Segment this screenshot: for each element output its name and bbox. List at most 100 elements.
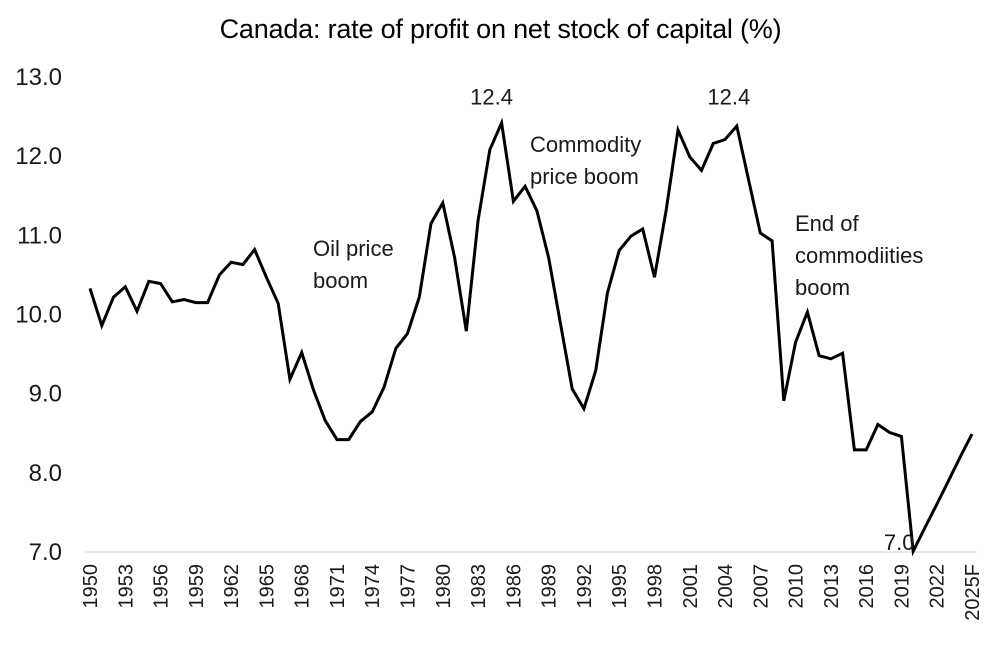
- data-point-1964: [253, 248, 255, 250]
- x-tick-label: 1995: [609, 564, 631, 609]
- data-point-2019: [900, 435, 902, 437]
- data-point-1983: [477, 219, 479, 221]
- x-tick-label: 1959: [186, 564, 208, 609]
- x-tick-label: 2025F: [962, 564, 984, 621]
- data-point-1957: [171, 301, 173, 303]
- data-point-1990: [559, 322, 561, 324]
- x-tick-label: 1974: [362, 564, 384, 609]
- data-point-1953: [124, 286, 126, 288]
- x-axis-ticks: 1950 1953 1956 1959 1962 1965 1968 1971 1974 1977…: [80, 564, 984, 621]
- data-point-2008: [771, 240, 773, 242]
- annotation-line: End of: [795, 211, 859, 236]
- data-point-1986: [512, 200, 514, 202]
- x-tick-label: 1950: [80, 564, 102, 609]
- data-point-2014: [841, 352, 843, 354]
- data-point-2013: [830, 358, 832, 360]
- data-point-1994: [606, 292, 608, 294]
- x-tick-label: 2022: [927, 564, 949, 609]
- data-point-1955: [148, 280, 150, 282]
- data-point-1973: [359, 420, 361, 422]
- annotation-line: boom: [313, 268, 368, 293]
- data-point-1951: [101, 324, 103, 326]
- data-point-1978: [418, 296, 420, 298]
- data-point-1998: [653, 276, 655, 278]
- data-point-1974: [371, 411, 373, 413]
- x-tick-label: 1998: [644, 564, 666, 609]
- data-point-1992: [583, 408, 585, 410]
- data-point-1966: [277, 302, 279, 304]
- data-point-2010: [794, 341, 796, 343]
- x-tick-label: 2019: [891, 564, 913, 609]
- annotation-line: price boom: [530, 164, 639, 189]
- data-point-1971: [336, 438, 338, 440]
- annotation-line: Commodity: [530, 132, 641, 157]
- x-tick-label: 1986: [503, 564, 525, 609]
- x-tick-label: 2013: [821, 564, 843, 609]
- data-point-1961: [218, 274, 220, 276]
- data-point-1999: [665, 209, 667, 211]
- data-label-1985: 12.4: [470, 85, 513, 110]
- data-point-2009: [783, 400, 785, 402]
- data-point-2016: [865, 449, 867, 451]
- data-point-1985: [500, 122, 502, 124]
- data-point-1975: [383, 386, 385, 388]
- annotation-2: End of commodiities boom: [795, 211, 923, 300]
- data-point-1954: [136, 310, 138, 312]
- x-tick-label: 1980: [433, 564, 455, 609]
- data-point-2003: [712, 142, 714, 144]
- x-tick-label: 1977: [398, 564, 420, 609]
- data-point-2024: [959, 456, 961, 458]
- data-point-2000: [677, 129, 679, 131]
- data-point-1963: [242, 263, 244, 265]
- annotations: Oil price boom Commodity price boom End of co…: [313, 132, 923, 300]
- x-tick-label: 2004: [715, 564, 737, 609]
- data-point-2004: [724, 138, 726, 140]
- series-line-rate-of-profit: [88, 117, 974, 557]
- data-point-1972: [348, 438, 350, 440]
- data-point-2001: [689, 156, 691, 158]
- data-point-1989: [547, 256, 549, 258]
- x-tick-label: 1992: [574, 564, 596, 609]
- y-tick-label: 11.0: [17, 222, 62, 249]
- data-point-1977: [406, 332, 408, 334]
- data-point-1991: [571, 388, 573, 390]
- data-point-1950: [89, 287, 91, 289]
- annotation-0: Oil price boom: [313, 236, 394, 293]
- annotation-line: boom: [795, 275, 850, 300]
- y-tick-label: 13.0: [15, 64, 62, 91]
- chart-title: Canada: rate of profit on net stock of c…: [219, 14, 782, 44]
- x-tick-label: 1983: [468, 564, 490, 609]
- data-point-2015: [853, 449, 855, 451]
- data-point-1997: [642, 228, 644, 230]
- y-tick-label: 7.0: [29, 539, 62, 566]
- data-point-2002: [700, 169, 702, 171]
- data-point-1962: [230, 261, 232, 263]
- data-point-1976: [395, 347, 397, 349]
- annotation-line: commodiities: [795, 243, 923, 268]
- x-tick-label: 1965: [256, 564, 278, 609]
- data-point-2007: [759, 232, 761, 234]
- data-point-1988: [536, 210, 538, 212]
- data-point-2011: [806, 311, 808, 313]
- data-point-1956: [159, 282, 161, 284]
- x-tick-label: 2007: [750, 564, 772, 609]
- data-point-1959: [195, 301, 197, 303]
- y-axis-ticks: 7.0 8.0 9.0 10.0 11.0 12.0 13.0: [15, 64, 62, 566]
- data-point-2023: [947, 480, 949, 482]
- data-point-2017: [877, 423, 879, 425]
- data-point-2012: [818, 355, 820, 357]
- data-point-1982: [465, 330, 467, 332]
- y-tick-label: 12.0: [15, 143, 62, 170]
- x-tick-label: 1956: [151, 564, 173, 609]
- x-tick-label: 2016: [856, 564, 878, 609]
- data-labels: 12.4 12.4 7.0: [470, 85, 914, 556]
- y-tick-label: 10.0: [15, 302, 62, 329]
- x-tick-label: 1953: [115, 564, 137, 609]
- data-point-1993: [595, 370, 597, 372]
- data-point-1970: [324, 419, 326, 421]
- x-tick-label: 1968: [292, 564, 314, 609]
- annotation-line: Oil price: [313, 236, 394, 261]
- data-point-1960: [206, 301, 208, 303]
- data-point-2021: [924, 526, 926, 528]
